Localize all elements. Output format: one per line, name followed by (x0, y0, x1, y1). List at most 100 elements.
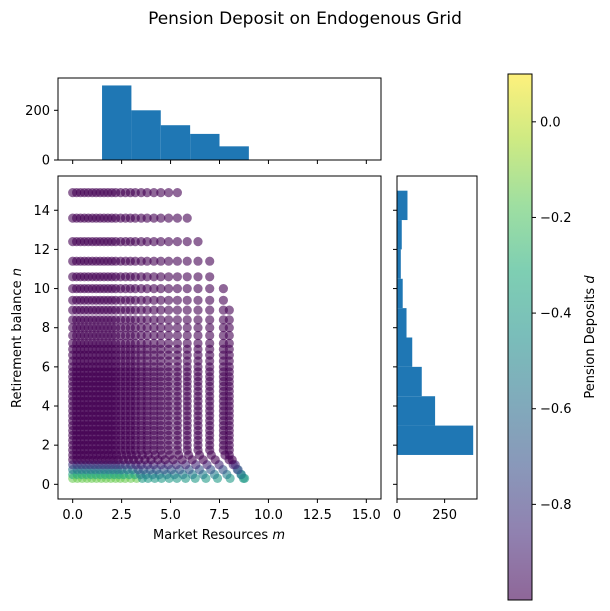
right-histogram-bar (397, 337, 413, 367)
scatter-point (193, 272, 203, 282)
scatter-point (142, 338, 152, 348)
scatter-point (205, 284, 215, 294)
scatter-point (182, 213, 192, 223)
colorbar-frame (507, 73, 533, 601)
top-y-tick-label: 0 (42, 154, 50, 169)
x-tick-label: 15.0 (352, 508, 381, 523)
scatter-point (149, 272, 159, 282)
scatter-point (142, 323, 152, 333)
scatter-point (224, 330, 234, 341)
right-histogram-bar (397, 249, 401, 279)
scatter-point (156, 338, 166, 348)
scatter-point (172, 315, 182, 325)
right-histogram-bar (397, 190, 408, 221)
scatter-point (172, 323, 182, 333)
scatter-point (182, 256, 192, 266)
scatter-point (172, 338, 182, 348)
top-histogram-bar (131, 110, 161, 160)
scatter-point (149, 188, 159, 198)
scatter-point (149, 295, 159, 305)
scatter-point (142, 237, 152, 247)
x-axis-label: Market Resources m (153, 528, 285, 543)
right-histogram-bar (397, 278, 403, 309)
scatter-point (172, 284, 182, 294)
scatter-point (205, 323, 215, 333)
scatter-point (156, 256, 166, 266)
colorbar-tick-label: 0.0 (540, 115, 561, 130)
colorbar: −0.8 −0.6 −0.4 −0.2 0.0 Pension Deposits d (507, 73, 598, 601)
y-axis-label: Retirement balance n (10, 268, 25, 408)
scatter-point (218, 284, 228, 294)
scatter-point (142, 284, 152, 294)
top-histogram: 0 200 (25, 77, 382, 169)
top-histogram-bar (190, 133, 220, 160)
colorbar-tick-label: −0.2 (540, 211, 572, 226)
scatter-point (218, 295, 228, 305)
scatter-point (164, 284, 174, 294)
scatter-point (149, 330, 159, 341)
colorbar-tick-label: −0.6 (540, 402, 572, 417)
scatter-point (164, 323, 174, 333)
scatter-point (156, 237, 166, 247)
scatter-point (172, 213, 182, 223)
scatter-point (182, 295, 192, 305)
scatter-point (149, 256, 159, 266)
y-tick-label: 0 (42, 478, 50, 493)
right-histogram-bar (397, 396, 436, 426)
scatter-point (164, 188, 174, 198)
scatter-point (156, 213, 166, 223)
scatter-point (205, 295, 215, 305)
scatter-point (142, 256, 152, 266)
x-tick-label: 7.5 (209, 508, 230, 523)
scatter-point (193, 315, 203, 325)
scatter-point (142, 295, 152, 305)
scatter-point (205, 338, 215, 348)
colorbar-tick-label: −0.8 (540, 498, 572, 513)
scatter-point (149, 338, 159, 348)
scatter-point (172, 330, 182, 341)
right-histogram: 0 250 (393, 175, 478, 523)
scatter-point (156, 188, 166, 198)
scatter-point (182, 338, 192, 348)
scatter-point (182, 323, 192, 333)
scatter-point (156, 330, 166, 341)
y-tick-label: 8 (42, 321, 50, 336)
scatter-point (149, 284, 159, 294)
scatter-point (193, 256, 203, 266)
scatter-point (156, 295, 166, 305)
scatter-point (193, 323, 203, 333)
scatter-point (149, 323, 159, 333)
scatter-point (182, 284, 192, 294)
scatter-point (172, 295, 182, 305)
right-x-tick-label: 0 (393, 508, 401, 523)
scatter-point (224, 323, 234, 333)
scatter-point (164, 330, 174, 341)
right-histogram-bar (397, 220, 402, 250)
scatter-point (172, 305, 182, 315)
right-histogram-frame (396, 175, 478, 500)
scatter-point (142, 213, 152, 223)
scatter-point (172, 256, 182, 266)
y-tick-label: 4 (42, 400, 50, 415)
scatter-point (224, 338, 234, 348)
x-tick-label: 12.5 (303, 508, 332, 523)
scatter-point (142, 272, 152, 282)
colorbar-label: Pension Deposits d (583, 275, 598, 399)
scatter-point (142, 188, 152, 198)
scatter-point (142, 305, 152, 315)
scatter-point (142, 315, 152, 325)
scatter-point (149, 305, 159, 315)
scatter-point (142, 330, 152, 341)
main-scatter-plot: 0.0 2.5 5.0 7.5 10.0 12.5 15.0 0 2 4 6 8 10 12 14 Mark… (10, 175, 382, 543)
scatter-point (164, 213, 174, 223)
scatter-point (156, 323, 166, 333)
x-tick-label: 5.0 (160, 508, 181, 523)
top-histogram-bar (102, 85, 132, 160)
scatter-point (193, 237, 203, 247)
colorbar-tick-label: −0.4 (540, 307, 572, 322)
y-tick-label: 6 (42, 360, 50, 375)
scatter-point (164, 295, 174, 305)
scatter-point (156, 315, 166, 325)
scatter-point (193, 305, 203, 315)
chart-title: Pension Deposit on Endogenous Grid (148, 9, 462, 29)
